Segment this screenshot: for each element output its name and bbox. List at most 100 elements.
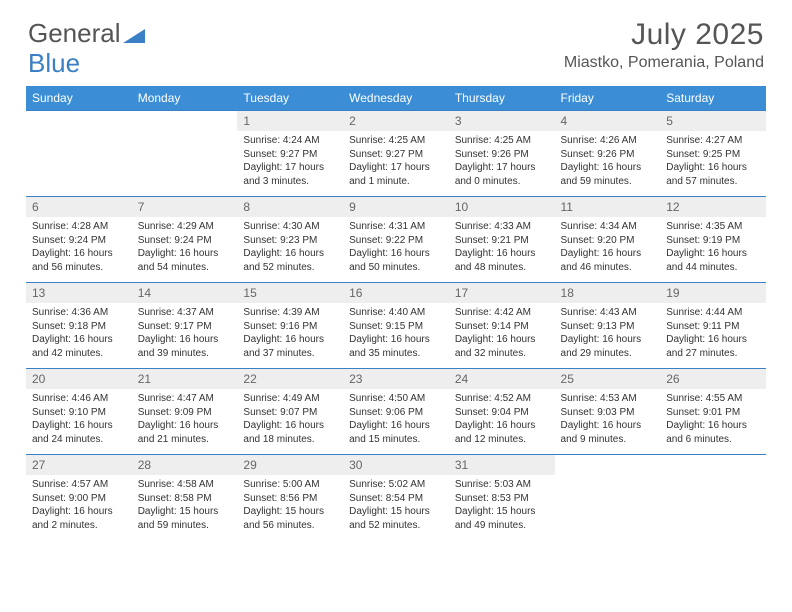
sunset-text: Sunset: 9:20 PM [561,234,655,248]
sunset-text: Sunset: 8:58 PM [138,492,232,506]
sunset-text: Sunset: 9:26 PM [455,148,549,162]
daylight-text: Daylight: 16 hours and 50 minutes. [349,247,443,274]
sunrise-text: Sunrise: 4:42 AM [455,306,549,320]
dayhead-tue: Tuesday [237,86,343,111]
daylight-text: Daylight: 16 hours and 35 minutes. [349,333,443,360]
day-number-cell: 2 [343,111,449,132]
sunset-text: Sunset: 9:26 PM [561,148,655,162]
daylight-text: Daylight: 16 hours and 48 minutes. [455,247,549,274]
sunrise-text: Sunrise: 4:28 AM [32,220,126,234]
sunset-text: Sunset: 9:22 PM [349,234,443,248]
day-number-cell: 15 [237,283,343,304]
sunset-text: Sunset: 9:06 PM [349,406,443,420]
sunset-text: Sunset: 9:04 PM [455,406,549,420]
day-content-cell: Sunrise: 4:27 AMSunset: 9:25 PMDaylight:… [660,131,766,197]
week-daynum-row: 20212223242526 [26,369,766,390]
calendar-table: Sunday Monday Tuesday Wednesday Thursday… [26,86,766,540]
sunrise-text: Sunrise: 4:49 AM [243,392,337,406]
sunrise-text: Sunrise: 4:26 AM [561,134,655,148]
sunrise-text: Sunrise: 4:36 AM [32,306,126,320]
sunrise-text: Sunrise: 4:43 AM [561,306,655,320]
day-number-cell: 22 [237,369,343,390]
sunrise-text: Sunrise: 4:33 AM [455,220,549,234]
sunrise-text: Sunrise: 4:58 AM [138,478,232,492]
sunrise-text: Sunrise: 4:46 AM [32,392,126,406]
day-content-cell: Sunrise: 4:31 AMSunset: 9:22 PMDaylight:… [343,217,449,283]
sunrise-text: Sunrise: 4:53 AM [561,392,655,406]
daylight-text: Daylight: 16 hours and 29 minutes. [561,333,655,360]
day-number-cell: 8 [237,197,343,218]
brand-part1: General [28,18,121,49]
daylight-text: Daylight: 16 hours and 12 minutes. [455,419,549,446]
day-number-cell: 20 [26,369,132,390]
daylight-text: Daylight: 16 hours and 44 minutes. [666,247,760,274]
day-content-cell: Sunrise: 4:29 AMSunset: 9:24 PMDaylight:… [132,217,238,283]
day-number-cell: 26 [660,369,766,390]
daylight-text: Daylight: 15 hours and 56 minutes. [243,505,337,532]
sunrise-text: Sunrise: 4:40 AM [349,306,443,320]
sunset-text: Sunset: 9:09 PM [138,406,232,420]
sunset-text: Sunset: 9:10 PM [32,406,126,420]
daylight-text: Daylight: 16 hours and 32 minutes. [455,333,549,360]
daylight-text: Daylight: 17 hours and 1 minute. [349,161,443,188]
day-content-cell [132,131,238,197]
day-content-cell: Sunrise: 4:34 AMSunset: 9:20 PMDaylight:… [555,217,661,283]
day-number-cell: 27 [26,455,132,476]
day-number-cell: 16 [343,283,449,304]
sunrise-text: Sunrise: 4:57 AM [32,478,126,492]
sunrise-text: Sunrise: 4:39 AM [243,306,337,320]
sunrise-text: Sunrise: 4:30 AM [243,220,337,234]
sunset-text: Sunset: 9:07 PM [243,406,337,420]
day-number-cell: 19 [660,283,766,304]
day-content-cell: Sunrise: 4:35 AMSunset: 9:19 PMDaylight:… [660,217,766,283]
day-content-cell: Sunrise: 4:46 AMSunset: 9:10 PMDaylight:… [26,389,132,455]
day-content-cell: Sunrise: 4:43 AMSunset: 9:13 PMDaylight:… [555,303,661,369]
dayhead-thu: Thursday [449,86,555,111]
day-number-cell: 3 [449,111,555,132]
day-content-cell: Sunrise: 4:44 AMSunset: 9:11 PMDaylight:… [660,303,766,369]
page-header: General July 2025 Miastko, Pomerania, Po… [0,0,792,78]
day-number-cell: 18 [555,283,661,304]
daylight-text: Daylight: 17 hours and 0 minutes. [455,161,549,188]
daylight-text: Daylight: 16 hours and 18 minutes. [243,419,337,446]
day-number-cell: 6 [26,197,132,218]
day-number-cell: 9 [343,197,449,218]
sunset-text: Sunset: 9:27 PM [243,148,337,162]
dayhead-sat: Saturday [660,86,766,111]
sunset-text: Sunset: 9:17 PM [138,320,232,334]
sunset-text: Sunset: 9:24 PM [32,234,126,248]
day-content-cell: Sunrise: 4:37 AMSunset: 9:17 PMDaylight:… [132,303,238,369]
daylight-text: Daylight: 16 hours and 46 minutes. [561,247,655,274]
daylight-text: Daylight: 16 hours and 2 minutes. [32,505,126,532]
day-content-cell: Sunrise: 4:58 AMSunset: 8:58 PMDaylight:… [132,475,238,540]
day-content-cell: Sunrise: 5:00 AMSunset: 8:56 PMDaylight:… [237,475,343,540]
week-daynum-row: 13141516171819 [26,283,766,304]
dayhead-wed: Wednesday [343,86,449,111]
sunset-text: Sunset: 9:15 PM [349,320,443,334]
sunset-text: Sunset: 9:23 PM [243,234,337,248]
location-text: Miastko, Pomerania, Poland [564,54,764,72]
week-daynum-row: 6789101112 [26,197,766,218]
daylight-text: Daylight: 16 hours and 59 minutes. [561,161,655,188]
day-number-cell: 4 [555,111,661,132]
logo-triangle-icon [123,25,145,43]
day-content-cell: Sunrise: 5:02 AMSunset: 8:54 PMDaylight:… [343,475,449,540]
daylight-text: Daylight: 16 hours and 27 minutes. [666,333,760,360]
week-daynum-row: 12345 [26,111,766,132]
day-number-cell: 12 [660,197,766,218]
daylight-text: Daylight: 16 hours and 6 minutes. [666,419,760,446]
daylight-text: Daylight: 16 hours and 9 minutes. [561,419,655,446]
sunrise-text: Sunrise: 4:31 AM [349,220,443,234]
week-content-row: Sunrise: 4:28 AMSunset: 9:24 PMDaylight:… [26,217,766,283]
daylight-text: Daylight: 16 hours and 54 minutes. [138,247,232,274]
daylight-text: Daylight: 16 hours and 56 minutes. [32,247,126,274]
sunset-text: Sunset: 9:25 PM [666,148,760,162]
daylight-text: Daylight: 16 hours and 15 minutes. [349,419,443,446]
week-content-row: Sunrise: 4:36 AMSunset: 9:18 PMDaylight:… [26,303,766,369]
daylight-text: Daylight: 16 hours and 42 minutes. [32,333,126,360]
day-content-cell: Sunrise: 4:28 AMSunset: 9:24 PMDaylight:… [26,217,132,283]
day-number-cell: 13 [26,283,132,304]
day-number-cell: 28 [132,455,238,476]
day-content-cell [555,475,661,540]
day-content-cell: Sunrise: 4:42 AMSunset: 9:14 PMDaylight:… [449,303,555,369]
